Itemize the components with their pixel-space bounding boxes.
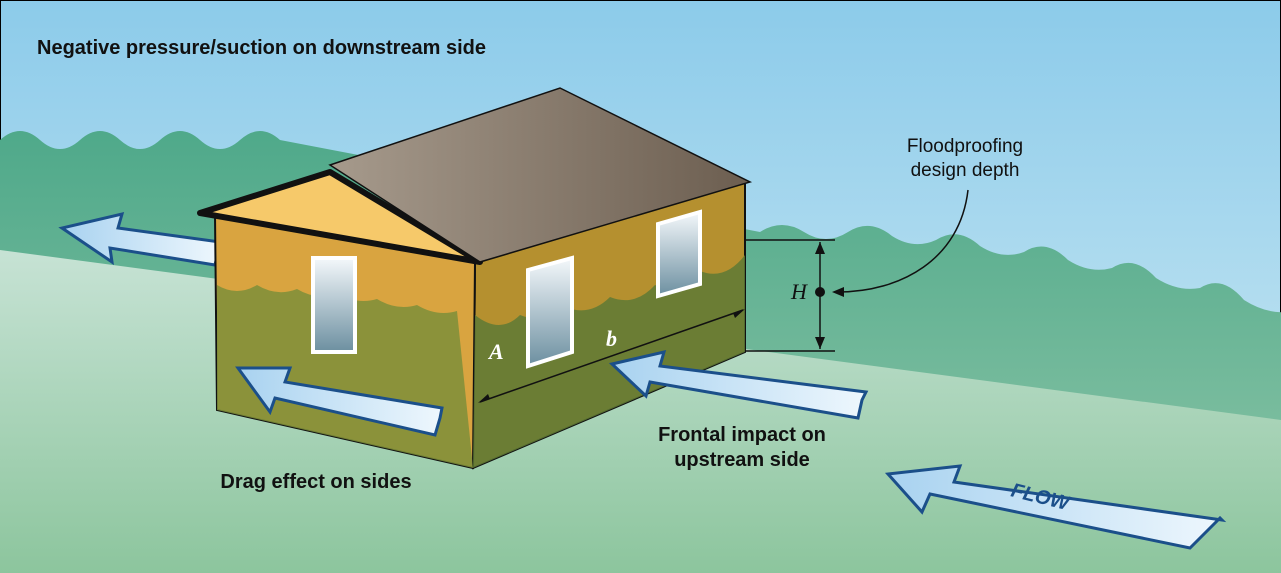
frontal-label: upstream side (674, 449, 810, 471)
title: Negative pressure/suction on downstream … (37, 37, 486, 59)
design-depth-label: design depth (911, 160, 1020, 181)
diagram: Negative pressure/suction on downstream … (0, 0, 1281, 573)
window (528, 258, 572, 366)
window (313, 258, 355, 352)
design-depth-label: Floodproofing (907, 136, 1023, 157)
depth-point (815, 287, 825, 297)
dimension-b: b (606, 326, 617, 351)
frontal-label: Frontal impact on (658, 424, 826, 446)
dimension-a: A (487, 339, 504, 364)
window (658, 212, 700, 296)
height-label: H (790, 279, 808, 304)
drag-label: Drag effect on sides (220, 471, 411, 493)
